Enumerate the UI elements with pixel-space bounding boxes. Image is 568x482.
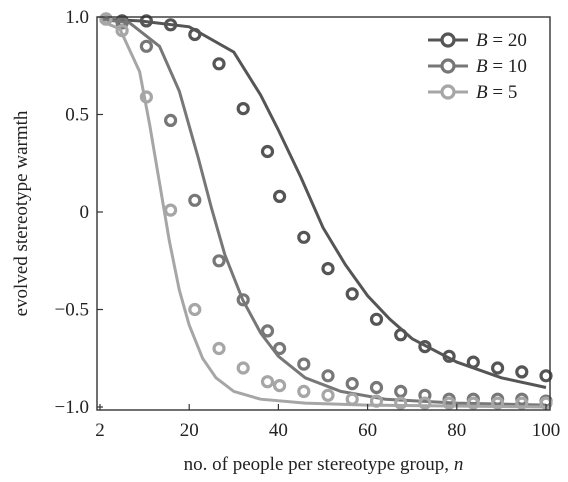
legend-marker bbox=[440, 58, 456, 74]
legend-entry: B = 5 bbox=[476, 82, 517, 103]
data-point bbox=[321, 369, 335, 383]
data-point bbox=[164, 18, 178, 32]
data-point bbox=[369, 394, 384, 408]
data-point bbox=[297, 357, 311, 371]
data-point bbox=[394, 384, 408, 398]
data-point bbox=[418, 340, 432, 354]
x-tick-label: 60 bbox=[358, 420, 377, 441]
y-tick-label: 1.0 bbox=[65, 7, 89, 28]
data-point bbox=[139, 90, 153, 104]
legend-value: = 10 bbox=[488, 56, 527, 77]
x-axis-label-variable: n bbox=[454, 454, 464, 475]
y-tick-label: 0.5 bbox=[65, 105, 89, 126]
legend-entry: B = 10 bbox=[476, 56, 527, 77]
plot-area bbox=[99, 12, 553, 410]
legend-variable: B bbox=[476, 56, 488, 77]
data-point bbox=[297, 384, 311, 398]
data-point bbox=[164, 113, 178, 128]
series-2 bbox=[99, 12, 553, 410]
legend-marker bbox=[440, 84, 456, 100]
data-point bbox=[139, 14, 153, 28]
data-point bbox=[212, 254, 226, 268]
data-point bbox=[297, 230, 311, 244]
data-point bbox=[273, 341, 287, 356]
y-tick-label: −0.5 bbox=[55, 300, 89, 321]
data-point bbox=[115, 24, 129, 38]
data-point bbox=[212, 341, 226, 356]
data-point bbox=[515, 396, 529, 410]
data-point bbox=[442, 396, 456, 410]
data-point bbox=[394, 396, 408, 410]
x-axis-label-text: no. of people per stereotype group, bbox=[184, 454, 454, 475]
data-point bbox=[260, 324, 275, 338]
data-point bbox=[369, 380, 384, 395]
data-point bbox=[188, 193, 202, 207]
data-point bbox=[369, 312, 384, 326]
data-point bbox=[491, 396, 505, 410]
data-point bbox=[491, 361, 505, 375]
data-point bbox=[345, 392, 359, 406]
data-point bbox=[188, 302, 202, 317]
x-tick-label: 20 bbox=[180, 420, 199, 441]
data-point bbox=[236, 293, 250, 307]
plot-frame bbox=[96, 16, 551, 411]
legend-value: = 5 bbox=[488, 82, 518, 103]
legend-variable: B bbox=[476, 30, 488, 51]
data-point bbox=[139, 39, 153, 53]
data-point bbox=[115, 16, 129, 30]
legend-value: = 20 bbox=[488, 30, 527, 51]
data-point bbox=[394, 328, 408, 342]
data-point bbox=[321, 388, 335, 402]
data-point bbox=[321, 262, 335, 276]
x-tick-label: 100 bbox=[532, 420, 561, 441]
x-axis-label: no. of people per stereotype group, n bbox=[184, 454, 464, 475]
y-tick-label: 0 bbox=[80, 202, 90, 223]
y-axis-label: evolved stereotype warmth bbox=[11, 110, 32, 316]
data-point bbox=[212, 57, 226, 71]
data-point bbox=[345, 287, 359, 301]
data-point bbox=[260, 375, 275, 389]
data-point bbox=[539, 369, 553, 383]
x-tick-label: 40 bbox=[269, 420, 288, 441]
data-point bbox=[418, 388, 432, 402]
data-point bbox=[236, 361, 250, 375]
y-tick-label: −1.0 bbox=[55, 397, 89, 418]
data-point bbox=[442, 349, 456, 363]
x-tick-label: 2 bbox=[95, 420, 105, 441]
data-point bbox=[273, 189, 287, 203]
x-tick-label: 80 bbox=[447, 420, 466, 441]
data-point bbox=[164, 203, 178, 217]
data-point bbox=[188, 27, 202, 42]
series-0 bbox=[99, 12, 553, 389]
data-point bbox=[99, 12, 113, 26]
series-curve bbox=[99, 19, 547, 409]
legend: B = 20B = 10B = 5 bbox=[428, 30, 527, 103]
data-point bbox=[236, 101, 250, 116]
legend-entry: B = 20 bbox=[476, 30, 527, 51]
series-curve bbox=[99, 17, 547, 389]
data-point bbox=[466, 396, 480, 410]
axes: 2 20 40 60 80 100 1.0 0.5 0 −0.5 −1.0 no. of people… bbox=[11, 7, 560, 475]
data-point bbox=[466, 355, 480, 369]
legend-marker bbox=[440, 32, 456, 48]
legend-variable: B bbox=[476, 82, 488, 103]
data-point bbox=[418, 396, 432, 410]
data-point bbox=[515, 365, 529, 379]
data-point bbox=[345, 377, 359, 391]
series-curve bbox=[99, 17, 547, 407]
data-point bbox=[260, 144, 275, 159]
data-point bbox=[273, 379, 287, 393]
